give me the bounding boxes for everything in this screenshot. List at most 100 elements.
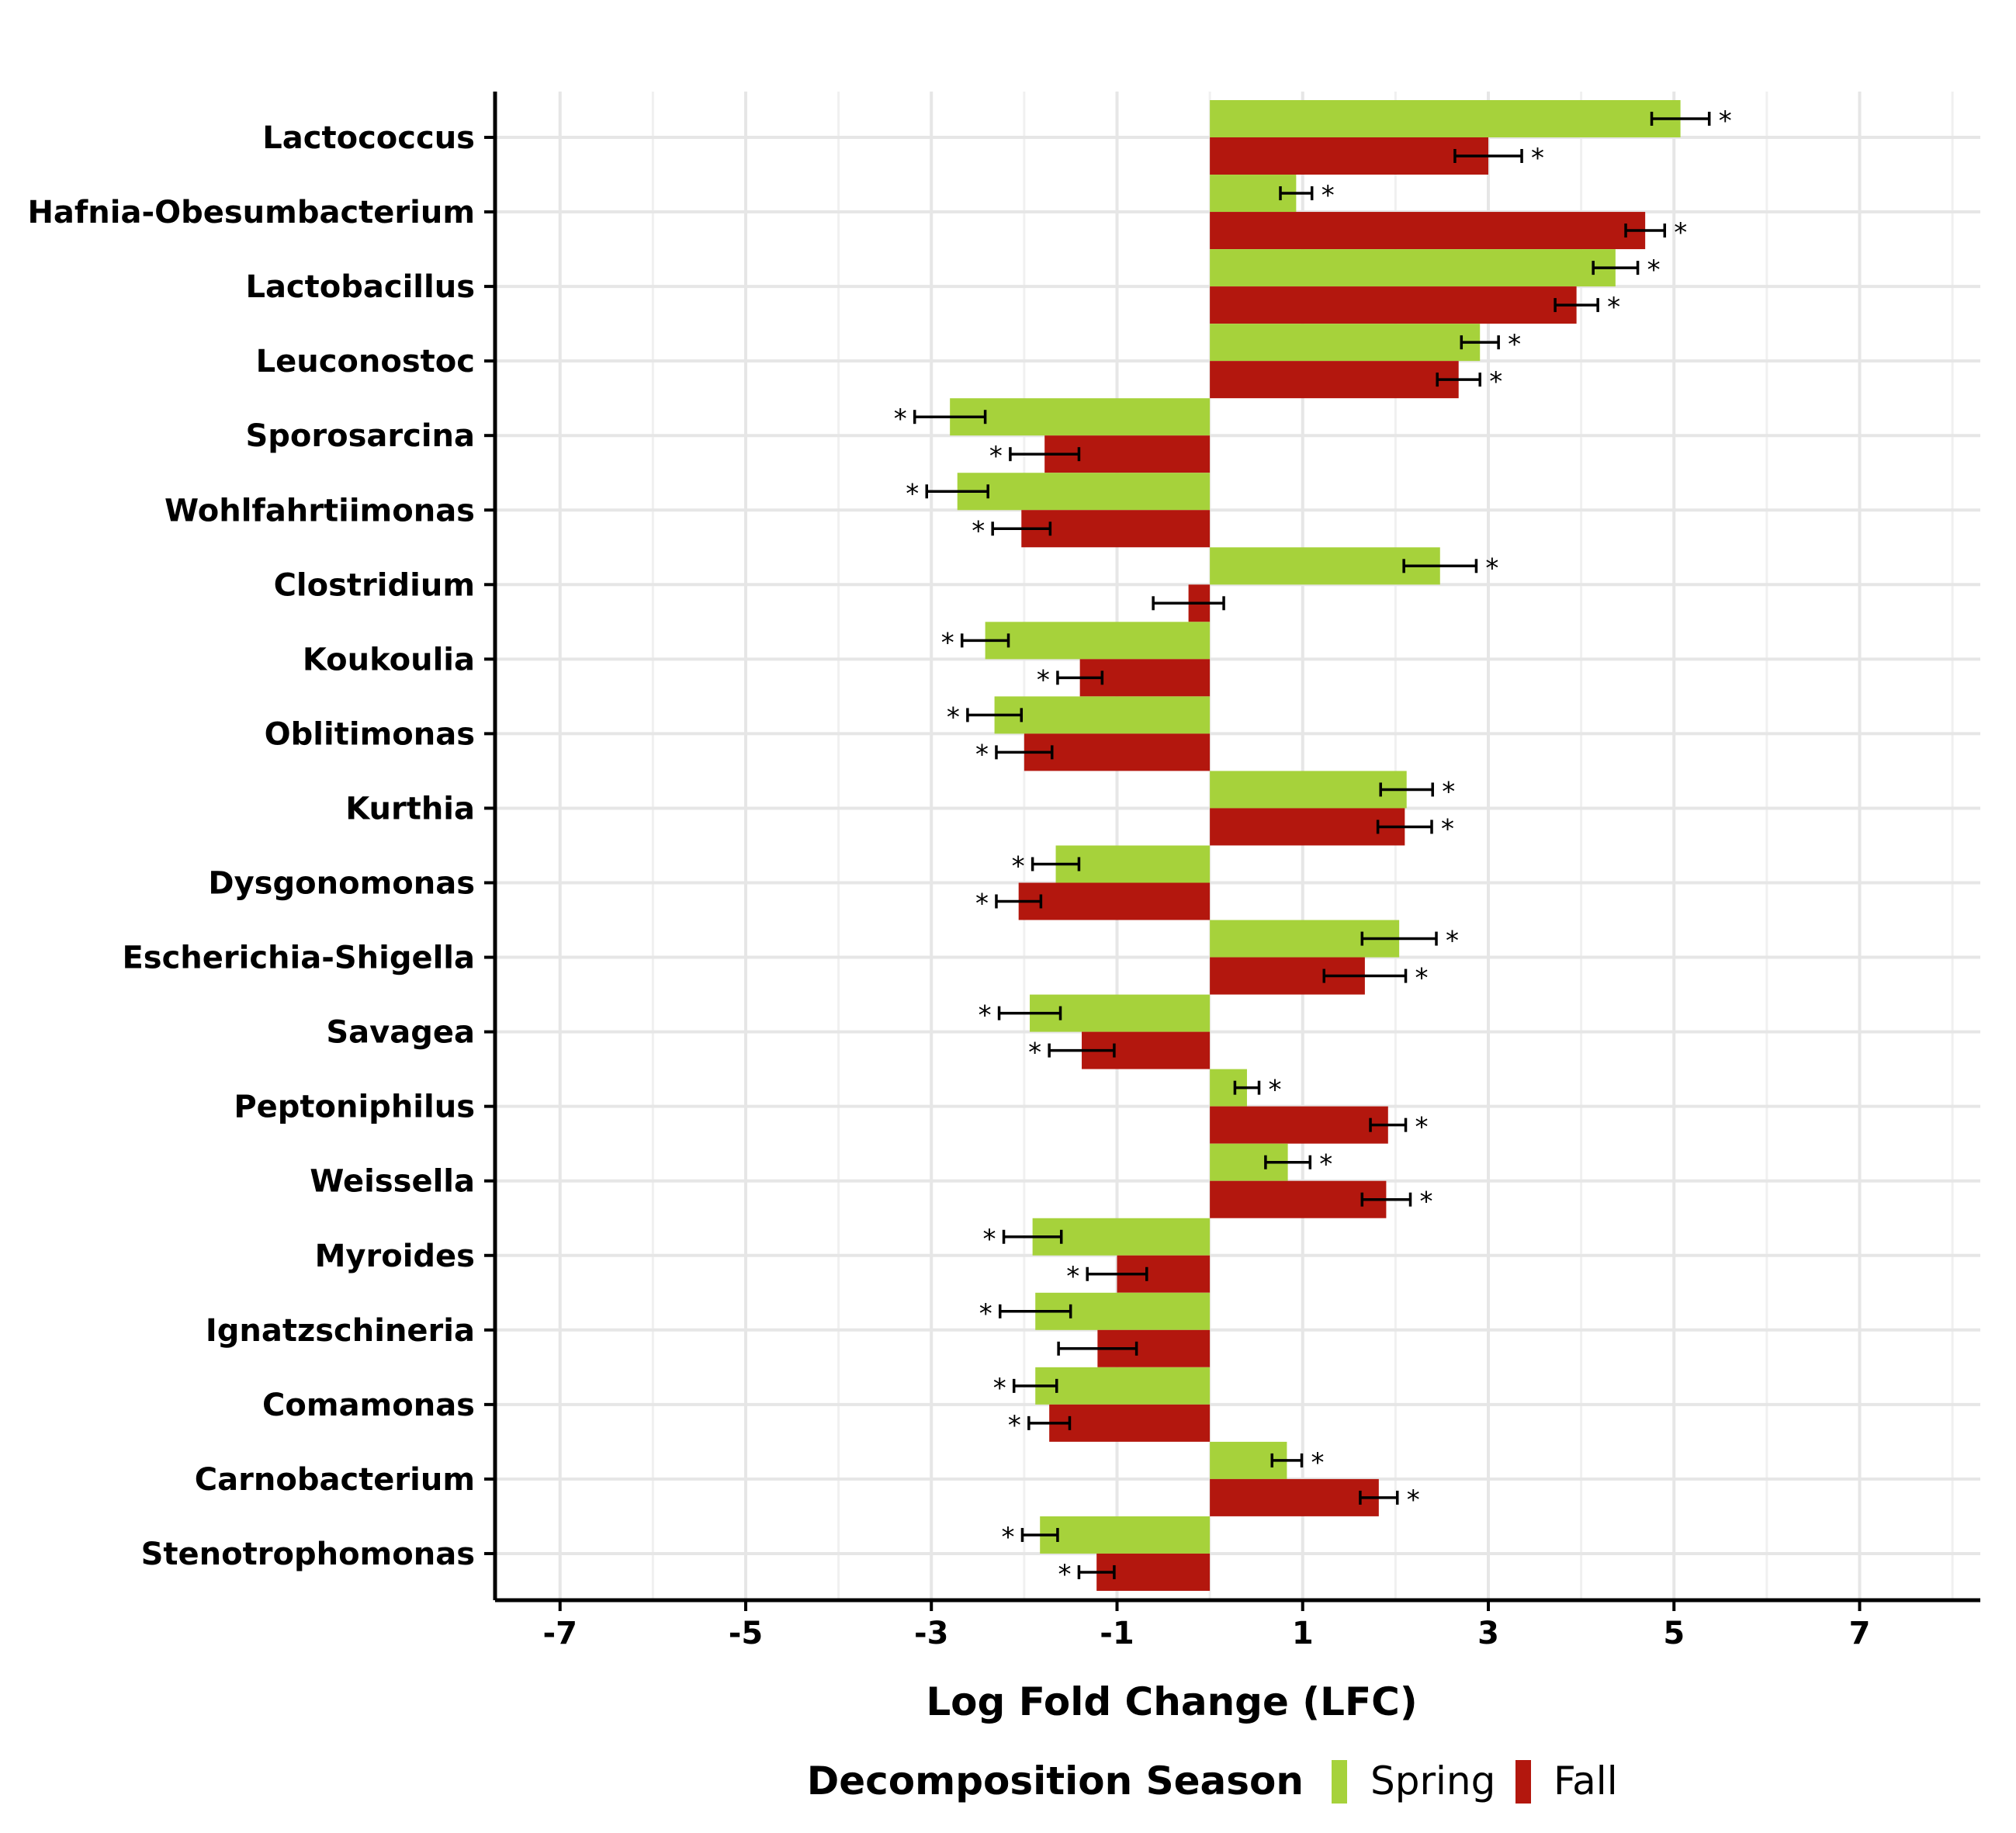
category-label: Myroides bbox=[315, 1239, 475, 1274]
category-label: Hafnia-Obesumbacterium bbox=[27, 195, 475, 230]
significance-marker: * bbox=[1269, 1075, 1282, 1106]
bar-fall bbox=[1210, 361, 1459, 399]
x-axis-label: Log Fold Change (LFC) bbox=[926, 1679, 1417, 1724]
significance-marker: * bbox=[1420, 1187, 1433, 1218]
bar-fall bbox=[1210, 137, 1488, 175]
bar-fall bbox=[1049, 1404, 1211, 1442]
x-tick-label: -3 bbox=[914, 1616, 948, 1651]
significance-marker: * bbox=[1058, 1559, 1071, 1590]
bar-spring bbox=[1040, 1516, 1211, 1554]
significance-marker: * bbox=[1489, 366, 1502, 397]
x-tick-label: -7 bbox=[543, 1616, 577, 1651]
category-labels: Lactococcus Hafnia-Obesumbacterium Lactoba… bbox=[27, 120, 475, 1572]
bar-spring bbox=[1210, 100, 1681, 137]
bar-spring bbox=[1210, 771, 1407, 809]
bar-spring bbox=[1210, 249, 1616, 287]
bar-fall bbox=[1024, 733, 1211, 771]
bars bbox=[950, 100, 1681, 1591]
category-label: Dysgonomonas bbox=[208, 866, 475, 902]
category-label: Oblitimonas bbox=[265, 716, 475, 752]
bar-spring bbox=[985, 622, 1211, 660]
significance-marker: * bbox=[894, 404, 907, 435]
significance-marker: * bbox=[979, 1298, 992, 1329]
bar-spring bbox=[1210, 547, 1440, 585]
category-label: Clostridium bbox=[274, 567, 475, 603]
x-tick-label: 1 bbox=[1292, 1616, 1314, 1651]
bar-fall bbox=[1210, 212, 1646, 250]
category-label: Koukoulia bbox=[303, 642, 475, 677]
significance-marker: * bbox=[1647, 255, 1661, 286]
error-bars bbox=[913, 112, 1711, 1579]
bar-fall bbox=[1210, 286, 1577, 324]
bar-fall bbox=[1018, 882, 1211, 920]
significance-markers: * * * * * * * * * * * * * * * * * * * * * * * * * * * * * * * * * * * * * * bbox=[894, 106, 1732, 1590]
x-tick-label: -1 bbox=[1100, 1616, 1134, 1651]
legend: Decomposition Season Spring Fall bbox=[807, 1759, 1618, 1804]
category-label: Ignatzschineria bbox=[206, 1313, 475, 1349]
significance-marker: * bbox=[993, 1373, 1006, 1404]
significance-marker: * bbox=[989, 441, 1003, 472]
significance-marker: * bbox=[947, 702, 960, 733]
x-tick-label: 3 bbox=[1477, 1616, 1499, 1651]
significance-marker: * bbox=[1607, 292, 1620, 323]
bar-spring bbox=[994, 696, 1211, 734]
legend-swatch-spring bbox=[1332, 1760, 1347, 1804]
x-tick-label: 7 bbox=[1849, 1616, 1871, 1651]
bar-spring bbox=[1055, 845, 1211, 883]
significance-marker: * bbox=[979, 1000, 992, 1031]
axes bbox=[484, 92, 1980, 1611]
category-label: Stenotrophomonas bbox=[141, 1537, 475, 1572]
legend-swatch-fall bbox=[1515, 1760, 1531, 1804]
bar-spring bbox=[1035, 1367, 1211, 1405]
significance-marker: * bbox=[1674, 217, 1687, 248]
significance-marker: * bbox=[1531, 143, 1544, 174]
significance-marker: * bbox=[1508, 329, 1521, 360]
legend-label-fall: Fall bbox=[1554, 1759, 1618, 1804]
significance-marker: * bbox=[1008, 1410, 1021, 1441]
bar-fall bbox=[1210, 1180, 1387, 1218]
category-label: Peptoniphilus bbox=[234, 1090, 475, 1125]
category-label: Carnobacterium bbox=[195, 1462, 475, 1498]
bar-fall bbox=[1210, 808, 1405, 846]
significance-marker: * bbox=[1441, 813, 1454, 844]
bar-fall bbox=[1021, 510, 1211, 548]
significance-marker: * bbox=[975, 889, 989, 920]
significance-marker: * bbox=[1485, 553, 1498, 584]
significance-marker: * bbox=[1407, 1485, 1420, 1516]
significance-marker: * bbox=[1442, 776, 1455, 807]
category-label: Leuconostoc bbox=[256, 344, 475, 379]
legend-label-spring: Spring bbox=[1370, 1759, 1495, 1804]
significance-marker: * bbox=[1037, 664, 1050, 695]
category-label: Lactococcus bbox=[262, 120, 475, 156]
significance-marker: * bbox=[1319, 1149, 1332, 1180]
bar-spring bbox=[1210, 324, 1481, 362]
x-tick-label: -5 bbox=[729, 1616, 763, 1651]
x-tick-labels: -7 -5 -3 -1 1 3 5 7 bbox=[543, 1616, 1871, 1651]
legend-title: Decomposition Season bbox=[807, 1759, 1304, 1804]
significance-marker: * bbox=[1719, 106, 1732, 137]
category-label: Lactobacillus bbox=[245, 269, 475, 305]
significance-marker: * bbox=[1415, 963, 1429, 994]
category-label: Escherichia-Shigella bbox=[122, 941, 475, 976]
significance-marker: * bbox=[1446, 926, 1459, 957]
bar-spring bbox=[950, 398, 1211, 436]
category-label: Wohlfahrtiimonas bbox=[165, 493, 475, 528]
significance-marker: * bbox=[983, 1224, 996, 1255]
significance-marker: * bbox=[1012, 851, 1025, 882]
significance-marker: * bbox=[1001, 1522, 1014, 1553]
bar-spring bbox=[957, 473, 1211, 511]
category-label: Comamonas bbox=[262, 1388, 475, 1423]
significance-marker: * bbox=[1028, 1038, 1041, 1069]
significance-marker: * bbox=[1321, 180, 1335, 211]
significance-marker: * bbox=[1311, 1447, 1325, 1478]
x-tick-label: 5 bbox=[1663, 1616, 1685, 1651]
category-label: Weissella bbox=[310, 1164, 475, 1200]
significance-marker: * bbox=[975, 739, 989, 770]
significance-marker: * bbox=[1415, 1112, 1429, 1143]
bar-fall bbox=[1210, 1106, 1388, 1144]
significance-marker: * bbox=[906, 478, 919, 509]
significance-marker: * bbox=[941, 627, 954, 658]
significance-marker: * bbox=[972, 515, 985, 546]
category-label: Savagea bbox=[326, 1015, 475, 1051]
